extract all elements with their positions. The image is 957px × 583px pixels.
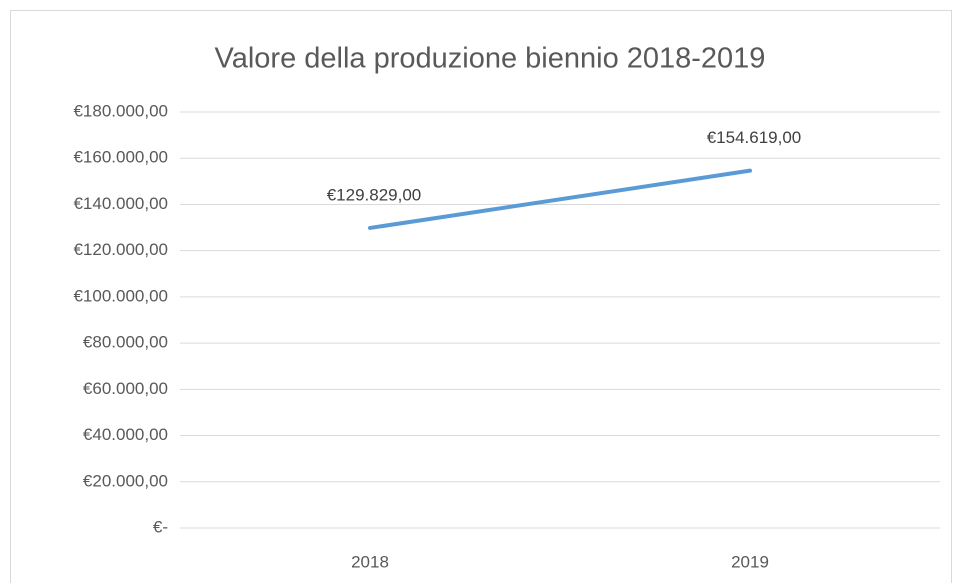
data-line <box>368 168 752 230</box>
y-tick-label: €120.000,00 <box>73 240 168 259</box>
data-label: €154.619,00 <box>707 128 802 147</box>
y-tick-label: €180.000,00 <box>73 101 168 120</box>
y-tick-label: €140.000,00 <box>73 194 168 213</box>
y-tick-label: €100.000,00 <box>73 286 168 305</box>
y-tick-label: €20.000,00 <box>83 471 168 490</box>
y-tick-label: €- <box>153 517 168 536</box>
x-tick-label: 2019 <box>731 552 769 571</box>
y-tick-label: €160.000,00 <box>73 148 168 167</box>
y-tick-label: €40.000,00 <box>83 425 168 444</box>
y-tick-label: €60.000,00 <box>83 379 168 398</box>
x-tick-label: 2018 <box>351 552 389 571</box>
chart-title: Valore della produzione biennio 2018-201… <box>215 43 766 75</box>
y-tick-label: €80.000,00 <box>83 333 168 352</box>
data-label: €129.829,00 <box>327 185 422 204</box>
